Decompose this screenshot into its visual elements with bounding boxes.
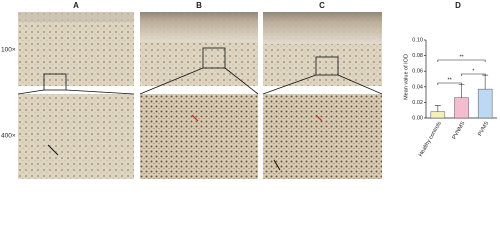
magnification: 400× [1, 133, 16, 140]
image-a-top [18, 12, 134, 22]
significance-bracket [437, 59, 486, 62]
magnification: 100× [1, 47, 16, 54]
significance-label: ** [459, 54, 464, 60]
figure: A B C D 100× 400× Mean value of IOD 0.00… [1, 1, 497, 179]
x-tick-label: Healthy controls [418, 121, 443, 158]
y-axis-label: Mean value of IOD [403, 54, 409, 100]
y-tick-label: 0.00 [412, 115, 423, 121]
zoom-line [224, 67, 259, 95]
error-bar [458, 84, 465, 98]
y-tick-label: 0.06 [412, 69, 423, 75]
error-bar [482, 74, 489, 90]
zoom-line [262, 74, 317, 95]
image-b-epidermis [140, 12, 258, 42]
significance-label: * [472, 68, 475, 74]
y-tick-label: 0.08 [412, 53, 423, 59]
bar [430, 111, 446, 119]
bar [454, 97, 469, 119]
significance-bracket [437, 82, 462, 85]
image-c-high [263, 94, 382, 179]
arrow [273, 159, 281, 171]
zoom-line [337, 74, 383, 95]
y-tick-label: 0.04 [412, 84, 423, 90]
zoom-line [139, 67, 204, 95]
zoom-box [315, 56, 339, 76]
bar [477, 88, 493, 119]
y-tick-label: 0.10 [412, 37, 423, 43]
zoom-box [202, 47, 226, 69]
image-a-low [18, 12, 134, 86]
panel-label: D [455, 1, 461, 10]
panel-label: A [73, 1, 79, 10]
image-b-high [140, 94, 258, 179]
y-tick-label: 0.02 [412, 100, 423, 106]
significance-label: ** [448, 77, 453, 83]
zoom-line [17, 89, 45, 95]
red-arrow [191, 114, 199, 122]
error-bar [434, 105, 441, 112]
x-tick-label: PVNMS [452, 120, 467, 140]
significance-bracket [461, 73, 486, 76]
panel-label: C [319, 1, 325, 10]
arrow [47, 144, 59, 156]
zoom-box [43, 73, 67, 91]
image-c-epidermis [263, 12, 382, 44]
image-a-high [18, 94, 134, 179]
micrographs [17, 12, 383, 179]
zoom-line [65, 89, 135, 95]
red-arrow [315, 114, 323, 122]
x-tick-label: PVMS [477, 120, 490, 137]
panel-label: B [196, 1, 202, 10]
